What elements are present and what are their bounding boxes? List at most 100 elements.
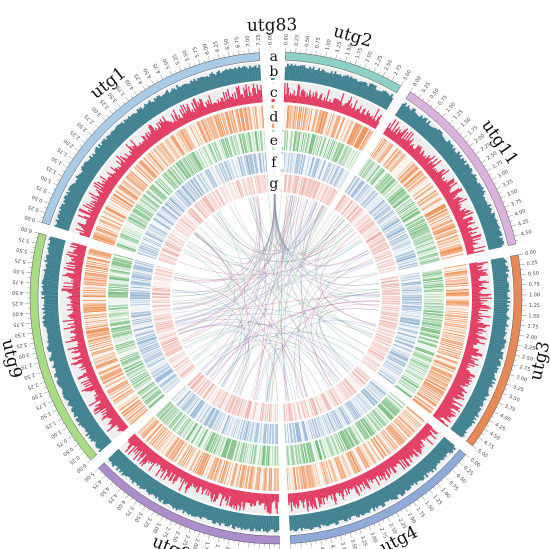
track-e-cell xyxy=(349,152,361,170)
track-d-cell xyxy=(397,416,415,434)
track-c-bar xyxy=(237,85,243,106)
track-e-cell xyxy=(365,163,378,181)
track-e-cell xyxy=(276,445,278,466)
track-f-cell xyxy=(360,391,375,407)
track-e-cell xyxy=(307,442,313,463)
track-c-bar xyxy=(404,144,411,151)
track-b-bar xyxy=(400,107,411,121)
track-g-cell xyxy=(374,337,392,345)
tick-mark xyxy=(117,488,121,493)
axis-ticks: 0.00 0.00 0.25 0.50 0.75 1.00 1.25 1.50 1.75 2.00… xyxy=(12,34,540,549)
track-f-cell xyxy=(401,297,422,299)
track-c-bar xyxy=(73,331,84,335)
track-d-cell xyxy=(98,364,120,374)
track-c-bar xyxy=(166,463,172,470)
track-c-bar xyxy=(466,249,474,253)
track-g-cell xyxy=(157,329,176,336)
track-d-cell xyxy=(426,376,448,389)
track-g-cell xyxy=(176,223,191,236)
synteny-link xyxy=(207,219,355,262)
track-c-bar xyxy=(288,95,290,103)
track-e-cell xyxy=(381,179,397,195)
track-d-cell xyxy=(433,225,456,235)
track-e-cell xyxy=(419,332,440,339)
track-e-cell xyxy=(112,330,132,336)
track-f-cell xyxy=(269,423,271,444)
track-e-cell xyxy=(150,186,166,200)
track-d-cell xyxy=(443,268,467,273)
track-f-cell xyxy=(130,294,151,296)
tick-mark xyxy=(31,352,37,355)
track-f-cell xyxy=(318,416,327,436)
track-b-bar xyxy=(178,86,187,101)
track-d-cell xyxy=(424,380,445,393)
track-e-cell xyxy=(199,429,210,448)
track-b-bar xyxy=(342,75,350,91)
track-f-cell xyxy=(344,175,357,193)
track-f-cell xyxy=(400,317,421,321)
track-e-cell xyxy=(305,133,311,154)
track-d-cell xyxy=(95,358,118,367)
track-f-cell xyxy=(130,295,151,297)
track-c-bar xyxy=(275,493,277,509)
synteny-link xyxy=(175,201,317,325)
track-c-bar xyxy=(403,446,414,458)
track-b-bar xyxy=(179,496,188,511)
track-g-cell xyxy=(159,333,177,341)
track-g-cell xyxy=(155,321,173,327)
track-d-cell xyxy=(428,213,450,224)
track-g-cell xyxy=(366,352,383,362)
tick-mark xyxy=(48,396,51,398)
track-g-cell xyxy=(205,195,217,211)
track-c-bar xyxy=(432,414,449,428)
track-b-bar xyxy=(457,417,471,428)
track-c-bar xyxy=(107,415,120,425)
track-f-cell xyxy=(393,245,413,254)
track-b-bar xyxy=(301,65,306,82)
tick-mark xyxy=(29,343,35,345)
track-b-bar xyxy=(94,150,108,162)
track-e-cell xyxy=(423,302,444,305)
track-g-cell xyxy=(333,194,345,210)
track-g-cell xyxy=(201,198,213,214)
track-f-background xyxy=(137,152,268,260)
track-g-cell xyxy=(214,390,225,407)
track-e-cell xyxy=(127,367,146,378)
track-c-bar xyxy=(446,393,454,399)
track-b-bar xyxy=(82,165,97,176)
track-b-bar xyxy=(472,196,486,205)
track-c-bar xyxy=(405,144,413,152)
tick-mark xyxy=(148,508,150,512)
track-b-bar xyxy=(175,494,184,511)
track-e-cell xyxy=(412,354,432,364)
track-d-cell xyxy=(83,302,107,305)
track-c-bar xyxy=(299,90,303,104)
track-b-bar xyxy=(422,126,433,138)
track-e-cell xyxy=(318,137,326,157)
synteny-links xyxy=(172,193,380,402)
track-c-bar xyxy=(265,493,268,506)
track-c-bar xyxy=(161,116,173,133)
track-d-cell xyxy=(342,120,352,142)
track-g-cell xyxy=(211,191,222,208)
track-f-cell xyxy=(155,368,173,381)
track-b-bar xyxy=(492,275,509,279)
track-g-cell xyxy=(164,242,182,251)
track-b-bar xyxy=(61,386,78,395)
track-c-bar xyxy=(420,157,432,167)
track-b-bar xyxy=(406,471,418,485)
track-d-cell xyxy=(230,463,237,486)
track-c-bar xyxy=(436,409,448,418)
track-d-cell xyxy=(288,467,291,491)
track-e-cell xyxy=(222,138,230,158)
track-c-bar xyxy=(73,358,91,366)
track-c-bar xyxy=(411,438,422,449)
track-c-bar xyxy=(267,493,270,513)
track-d-cell xyxy=(83,313,107,317)
track-g-cell xyxy=(322,186,332,204)
track-b-bar xyxy=(110,132,123,145)
track-d-cell xyxy=(359,445,372,467)
track-d-cell xyxy=(401,167,419,184)
track-f-cell xyxy=(133,265,154,271)
tick-label: 0.00 xyxy=(24,214,36,223)
